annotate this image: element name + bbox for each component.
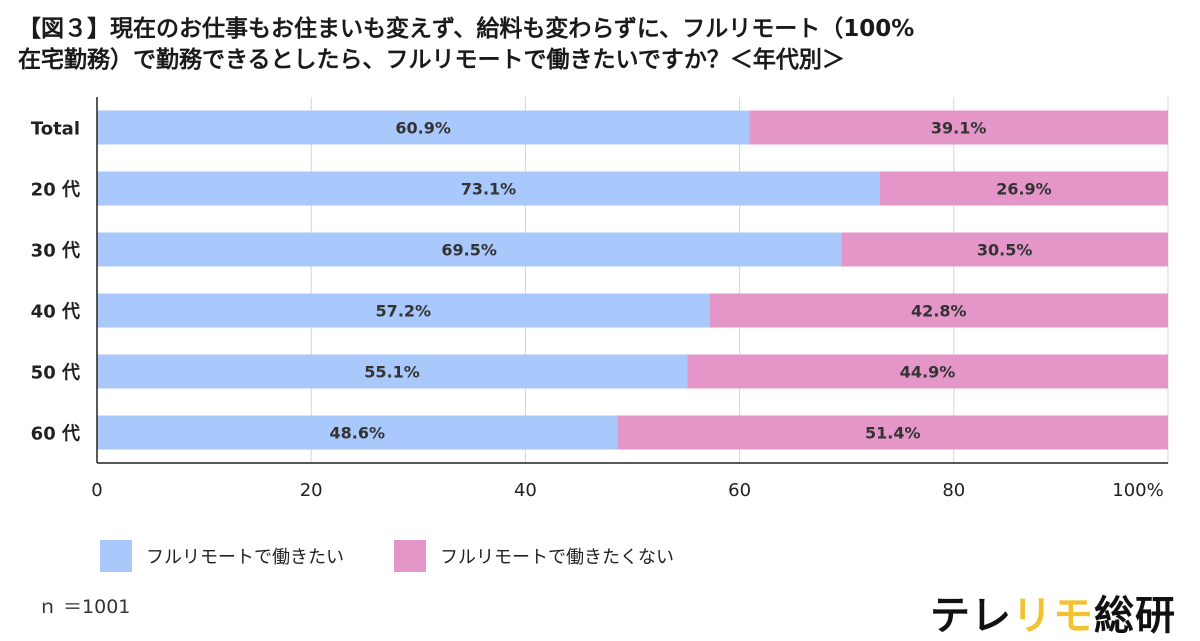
category-label-1: 20 代 [31,180,80,201]
legend-swatch-want [100,540,132,572]
legend-swatch-not-want [394,540,426,572]
category-label-4: 50 代 [31,363,80,384]
data-label-1-3: 42.8% [911,302,967,321]
brand-logo: テレリモ総研 [930,583,1176,641]
chart-title-line-1: 【図３】現在のお仕事もお住まいも変えず、給料も変わらずに、フルリモート（100% [18,16,915,42]
bar-1-4 [687,354,1168,389]
legend-item-not-want: フルリモートで働きたくない [394,540,674,572]
category-label-0: Total [31,119,80,140]
x-tick-label-3: 60 [728,480,751,501]
bar-1-1 [879,171,1168,206]
data-label-1-5: 51.4% [865,424,921,443]
bar-0-0 [97,110,750,145]
stacked-bar-chart: 60.9% 39.1% Total 73.1% 26.9% 20 代 69.5% 30.5% 3… [31,97,1169,501]
category-label-5: 60 代 [31,424,80,445]
brand-logo-part-3: 総研 [1094,593,1176,639]
x-tick-label-1: 20 [300,480,323,501]
bar-1-5 [617,415,1168,450]
bar-1-3 [709,293,1168,328]
data-label-1-4: 44.9% [900,363,956,382]
bar-0-1 [97,171,880,206]
data-label-0-3: 57.2% [376,302,432,321]
data-label-1-2: 30.5% [977,241,1033,260]
data-label-0-2: 69.5% [441,241,497,260]
x-tick-label-0: 0 [91,480,102,501]
data-label-0-1: 73.1% [461,180,517,199]
x-tick-label-5: 100% [1112,480,1163,501]
data-label-1-0: 39.1% [931,119,987,138]
data-label-1-1: 26.9% [996,180,1052,199]
chart-title: 【図３】現在のお仕事もお住まいも変えず、給料も変わらずに、フルリモート（100%… [18,14,1188,76]
x-tick-label-2: 40 [514,480,537,501]
bar-0-2 [97,232,842,267]
data-label-0-4: 55.1% [364,363,420,382]
legend-label-not-want: フルリモートで働きたくない [440,547,674,568]
brand-logo-part-1: テレ [930,593,1012,639]
bar-1-0 [749,110,1168,145]
sample-size: ｎ ＝1001 [38,596,131,618]
legend-label-want: フルリモートで働きたい [146,547,344,568]
x-tick-label-4: 80 [942,480,965,501]
bar-0-4 [97,354,688,389]
bar-0-5 [97,415,618,450]
bar-0-3 [97,293,710,328]
bar-1-2 [841,232,1168,267]
data-label-0-0: 60.9% [395,119,451,138]
category-label-2: 30 代 [31,241,80,262]
category-label-3: 40 代 [31,302,80,323]
legend-item-want: フルリモートで働きたい [100,540,344,572]
chart-title-line-2: 在宅勤務）で勤務できるとしたら、フルリモートで働きたいですか？＜年代別＞ [18,47,845,73]
chart-legend: フルリモートで働きたい フルリモートで働きたくない [100,540,724,572]
data-label-0-5: 48.6% [329,424,385,443]
brand-logo-part-2: リモ [1012,593,1094,639]
